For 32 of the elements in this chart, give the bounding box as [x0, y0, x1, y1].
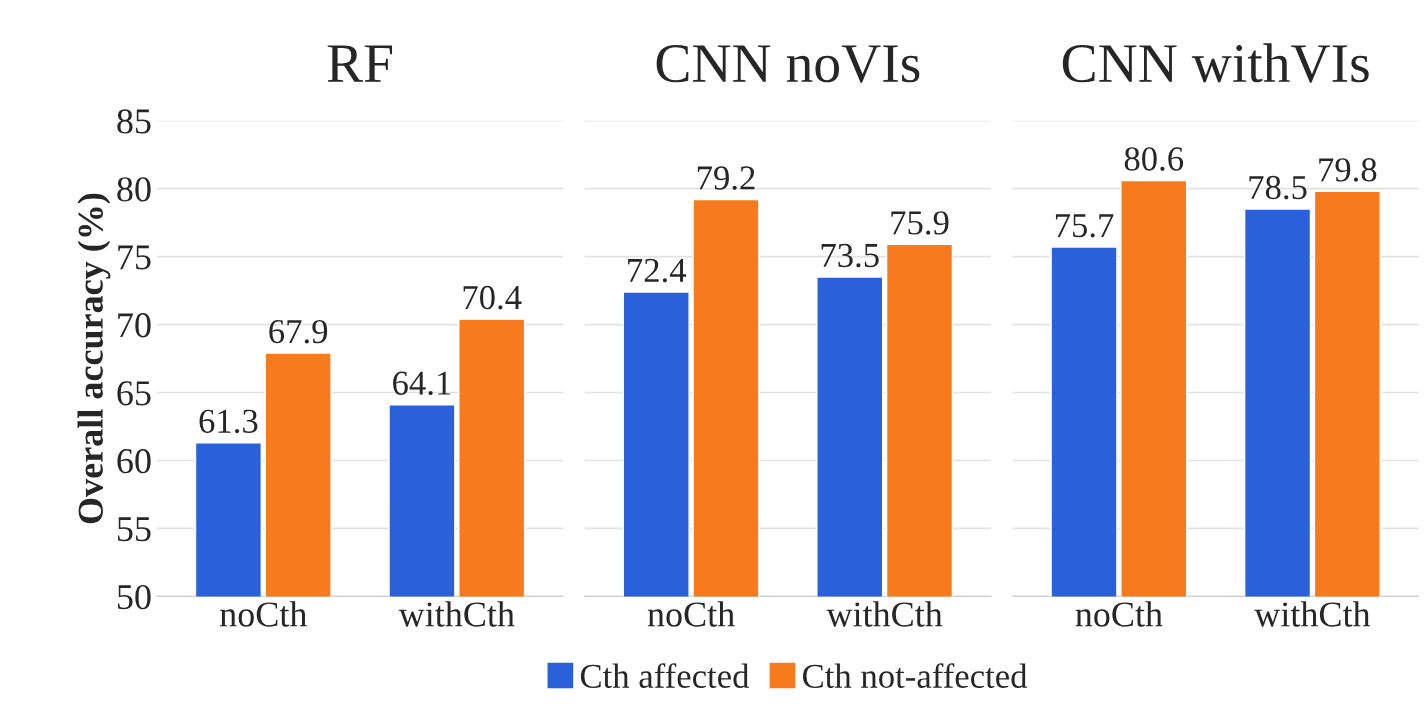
legend-label: Cth affected	[580, 663, 750, 688]
y-axis-title: Overall accuracy (%)	[77, 193, 111, 524]
x-tick-label: noCth	[219, 601, 307, 627]
y-tick-label: 50	[117, 584, 151, 610]
data-label: 73.5	[821, 243, 879, 268]
data-label: 78.5	[1249, 175, 1307, 200]
y-tick-label: 55	[117, 517, 151, 542]
data-label: 67.9	[269, 319, 328, 344]
x-tick-label: noCth	[1075, 601, 1163, 627]
data-label: 80.6	[1124, 147, 1184, 171]
data-label: 70.4	[463, 285, 522, 310]
y-tick-label: 65	[117, 381, 151, 406]
data-label: 79.8	[1319, 158, 1377, 182]
x-tick-label: withCth	[398, 601, 515, 627]
data-label: 79.2	[697, 166, 755, 190]
chart-title: CNN noVIs	[656, 45, 920, 83]
y-tick-label: 85	[117, 109, 151, 134]
y-tick-label: 80	[117, 177, 151, 202]
data-label: 61.3	[199, 409, 258, 434]
data-label: 72.4	[628, 258, 687, 283]
data-label: 75.7	[1055, 214, 1114, 238]
x-tick-label: noCth	[647, 601, 735, 627]
x-tick-label: withCth	[1254, 601, 1371, 627]
y-tick-label: 60	[117, 449, 151, 474]
chart-title: RF	[327, 45, 393, 82]
legend-label: Cth not-affected	[802, 663, 1028, 688]
data-label: 64.1	[393, 371, 451, 396]
y-tick-label: 70	[118, 313, 151, 338]
data-label: 75.9	[891, 211, 949, 235]
chart-title: CNN withVIs	[1062, 43, 1369, 83]
y-tick-label: 75	[118, 245, 151, 270]
x-tick-label: withCth	[826, 601, 943, 627]
